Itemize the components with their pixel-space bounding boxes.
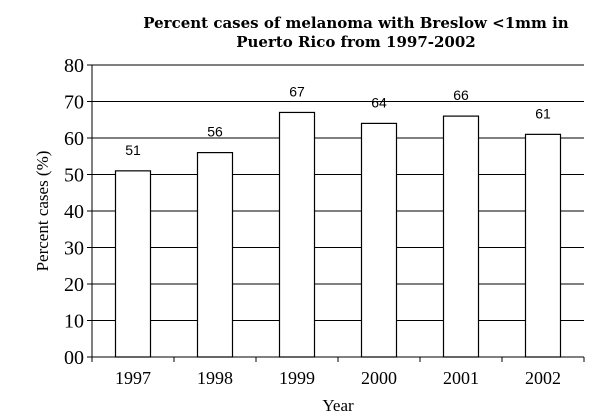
y-tick-label: 70 [64, 92, 84, 114]
bar [196, 152, 234, 358]
gridlines [92, 64, 584, 321]
y-tick-label: 20 [64, 274, 84, 296]
labels: 00 10 20 30 40 50 60 70 80 1997 51 1998 56 1999 67 2000… [64, 55, 561, 388]
bar [360, 122, 398, 358]
data-label: 67 [289, 83, 305, 99]
bar [524, 133, 562, 358]
y-tick-label: 80 [64, 55, 84, 77]
bar [114, 170, 152, 358]
axes [87, 64, 585, 362]
x-axis-title: Year [322, 396, 354, 415]
chart-title-line-2: Puerto Rico from 1997-2002 [236, 33, 476, 51]
bars [114, 111, 562, 358]
x-tick-label: 1997 [115, 368, 151, 388]
y-tick-label: 10 [64, 311, 84, 333]
chart-title-line-1: Percent cases of melanoma with Breslow <… [143, 14, 569, 32]
data-label: 64 [371, 94, 387, 110]
x-tick-label: 2002 [525, 368, 561, 388]
x-tick-label: 1999 [279, 368, 315, 388]
x-tick-label: 2001 [443, 368, 479, 388]
x-tick-label: 2000 [361, 368, 397, 388]
data-label: 66 [453, 87, 469, 103]
x-tick-label: 1998 [197, 368, 233, 388]
y-axis-title: Percent cases (%) [33, 151, 52, 272]
y-tick-label: 60 [64, 128, 84, 150]
bar [442, 115, 480, 358]
y-tick-label: 40 [64, 201, 84, 223]
data-label: 51 [125, 142, 141, 158]
data-label: 56 [207, 124, 223, 140]
y-tick-label: 30 [64, 238, 84, 260]
y-tick-label: 00 [64, 347, 84, 369]
data-label: 61 [535, 105, 551, 121]
bar [278, 111, 316, 358]
y-tick-label: 50 [64, 165, 84, 187]
